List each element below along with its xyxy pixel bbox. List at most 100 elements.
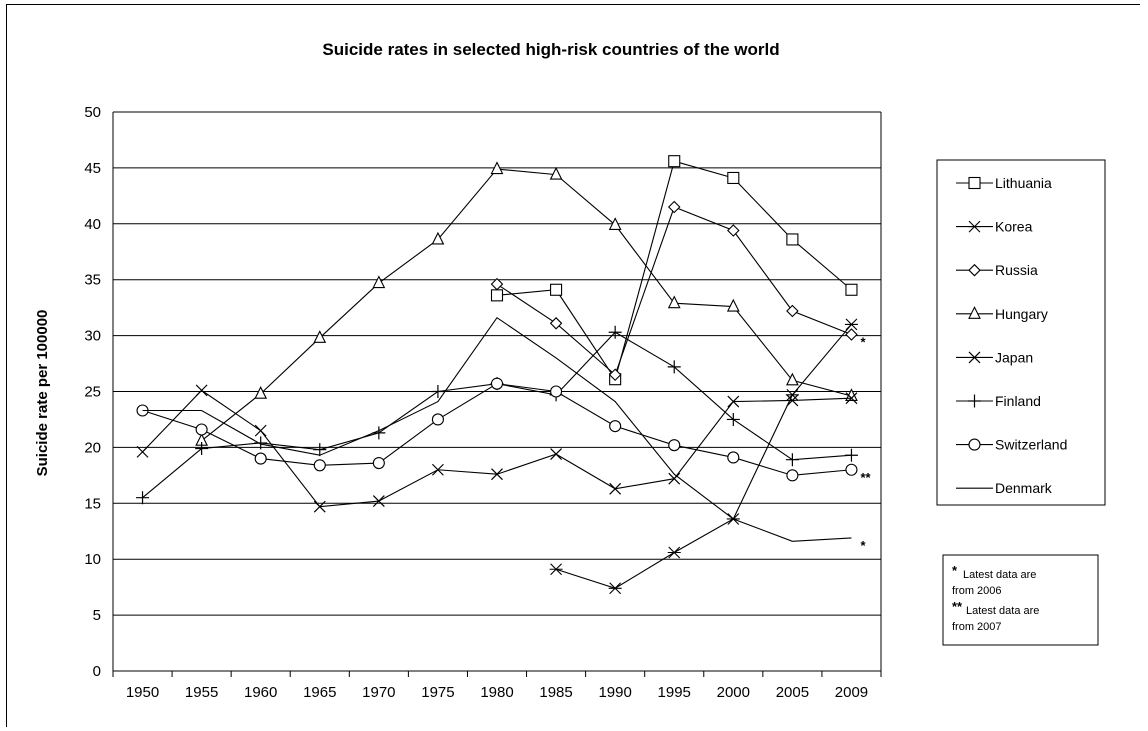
data-point-finland	[254, 436, 268, 450]
data-point-hungary	[667, 295, 681, 309]
x-tick-label: 1985	[539, 684, 572, 701]
plot-area: 0 5 10 15 20 25 30 35 40 45 50 1950 1955 1960 1965 1970…	[84, 104, 882, 701]
legend-label-russia: Russia	[995, 262, 1038, 278]
y-tick-label: 25	[84, 384, 101, 401]
y-axis-label: Suicide rate per 100000	[34, 310, 51, 477]
data-point-lithuania	[845, 283, 858, 296]
footnote-border	[942, 554, 1099, 646]
data-point-russia	[786, 304, 799, 318]
legend-marker-finland	[968, 394, 981, 408]
data-point-japan	[254, 424, 267, 437]
data-point-russia	[608, 368, 622, 382]
footnote-line-2: from 2006	[952, 585, 1002, 597]
series-line-lithuania	[496, 160, 852, 381]
data-point-hungary	[490, 161, 504, 175]
data-point-switzerland	[490, 377, 504, 390]
x-tick-label: 1965	[303, 684, 336, 701]
series-line-japan	[142, 389, 852, 508]
data-point-lithuania	[668, 155, 681, 168]
data-point-japan	[845, 392, 858, 405]
data-point-korea	[549, 563, 563, 576]
data-point-finland	[431, 385, 445, 398]
data-point-japan	[786, 394, 799, 407]
data-point-finland	[667, 360, 681, 374]
x-tick-label: 1980	[480, 684, 513, 701]
legend-marker-korea	[968, 220, 981, 233]
data-point-japan	[372, 495, 385, 507]
data-point-switzerland	[372, 457, 385, 470]
data-point-japan	[195, 384, 208, 397]
x-tick-label: 1995	[658, 684, 691, 701]
data-point-korea	[785, 388, 799, 401]
data-point-russia	[549, 317, 563, 330]
chart-title: Suicide rates in selected high-risk coun…	[322, 40, 779, 59]
data-point-switzerland	[431, 413, 444, 426]
data-point-finland	[136, 491, 150, 505]
data-point-japan	[550, 448, 563, 461]
series-finland	[136, 325, 858, 505]
data-point-finland	[195, 442, 209, 456]
data-point-lithuania	[786, 233, 799, 246]
data-point-korea	[844, 318, 858, 331]
x-tick-label: 1990	[598, 684, 631, 701]
data-point-switzerland	[668, 439, 681, 452]
data-point-switzerland	[609, 420, 622, 433]
y-tick-label: 30	[84, 328, 101, 345]
series-line-switzerland	[142, 383, 852, 476]
y-tick-label: 5	[93, 607, 101, 624]
x-tick-label: 2000	[717, 684, 750, 701]
legend-label-lithuania: Lithuania	[995, 175, 1052, 191]
y-tick-label: 20	[84, 439, 101, 456]
legend-label-finland: Finland	[995, 393, 1041, 409]
series-hungary	[195, 161, 858, 446]
series-line-denmark	[142, 316, 852, 542]
footnote-line-3: Latest data are	[966, 605, 1039, 617]
data-point-russia	[667, 200, 681, 214]
data-point-japan	[609, 482, 622, 495]
data-point-japan	[491, 468, 503, 481]
legend-label-hungary: Hungary	[995, 306, 1048, 322]
data-point-hungary	[254, 386, 268, 399]
data-point-switzerland	[727, 451, 740, 464]
x-tick-label: 2009	[835, 684, 868, 701]
series-denmark	[142, 316, 852, 542]
footnote-star-2: **	[952, 599, 963, 614]
data-point-hungary	[785, 372, 799, 386]
data-point-switzerland	[786, 469, 799, 482]
data-point-japan	[727, 395, 740, 408]
data-point-korea	[608, 582, 622, 595]
data-point-finland	[608, 325, 622, 339]
x-tick-label: 1970	[362, 684, 395, 701]
footnote-star-1: *	[952, 563, 958, 578]
data-point-russia	[490, 277, 504, 291]
x-tick-label: 1960	[244, 684, 277, 701]
data-point-korea	[667, 546, 681, 559]
data-point-japan	[136, 445, 149, 458]
footnote-box: * Latest data are from 2006 ** Latest da…	[942, 554, 1099, 646]
legend-border	[936, 159, 1106, 506]
data-point-finland	[313, 443, 327, 457]
data-point-japan	[313, 500, 326, 513]
legend-label-denmark: Denmark	[995, 480, 1053, 496]
latest-data-annotation: *	[860, 538, 866, 553]
data-point-hungary	[549, 166, 563, 180]
y-tick-label: 10	[84, 551, 101, 568]
legend-label-korea: Korea	[995, 219, 1033, 235]
data-point-switzerland	[195, 423, 208, 436]
y-tick-label: 0	[93, 663, 101, 680]
series-line-korea	[555, 324, 852, 589]
legend-marker-switzerland	[968, 438, 981, 451]
x-tick-label: 2005	[776, 684, 809, 701]
y-tick-label: 50	[84, 104, 101, 121]
x-tick-label: 1955	[185, 684, 218, 701]
series-line-hungary	[201, 168, 852, 442]
data-point-switzerland	[254, 452, 267, 465]
data-point-lithuania	[490, 289, 504, 302]
data-point-switzerland	[550, 385, 563, 398]
chart-frame	[6, 4, 1140, 727]
y-tick-label: 35	[84, 272, 101, 289]
series-korea	[549, 318, 858, 595]
data-point-hungary	[608, 217, 622, 230]
data-point-hungary	[431, 231, 445, 245]
